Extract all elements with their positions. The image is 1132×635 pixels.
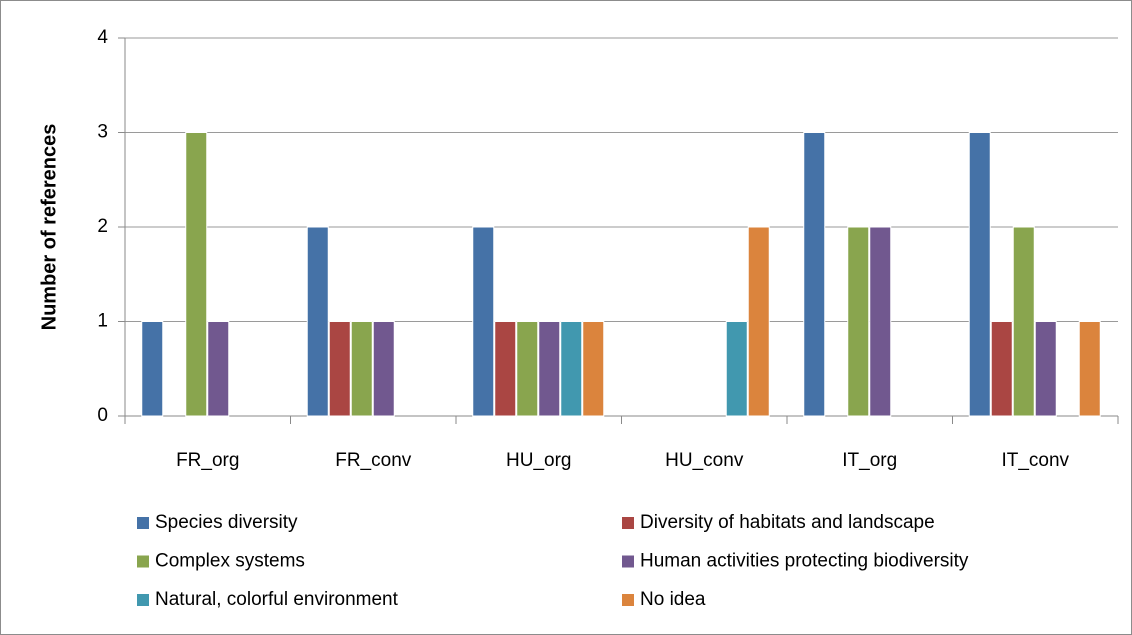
y-tick-label: 4 (97, 27, 108, 48)
bar (372, 321, 395, 417)
bar (1078, 321, 1101, 417)
y-tick-label: 0 (97, 405, 108, 426)
legend-swatch (137, 555, 149, 568)
bar (847, 226, 870, 417)
bar (803, 132, 826, 417)
bar (869, 226, 892, 417)
y-tick-label: 1 (97, 311, 108, 332)
legend-label: Diversity of habitats and landscape (640, 512, 935, 533)
legend-label: Species diversity (155, 512, 298, 533)
bar (141, 321, 164, 417)
bar (306, 226, 329, 417)
bar (494, 321, 517, 417)
x-tick-label: FR_conv (335, 450, 412, 471)
bar (516, 321, 539, 417)
bar (560, 321, 583, 417)
bar (350, 321, 373, 417)
bar (185, 132, 208, 417)
y-tick-label: 3 (97, 122, 108, 143)
bar (472, 226, 495, 417)
y-tick-label: 2 (97, 216, 108, 237)
y-axis-label: Number of references (38, 124, 60, 331)
legend-label: No idea (640, 589, 706, 610)
x-tick-label: HU_conv (665, 450, 744, 471)
legend-swatch (137, 517, 149, 529)
x-tick-label: IT_org (842, 450, 897, 471)
bar (1034, 321, 1057, 417)
bar (990, 321, 1013, 417)
legend-swatch (137, 594, 149, 606)
bar (747, 226, 770, 417)
x-tick-label: FR_org (176, 450, 239, 471)
bar (538, 321, 561, 417)
legend-label: Complex systems (155, 551, 305, 572)
legend-swatch (622, 517, 634, 529)
bar (968, 132, 991, 417)
legend-swatch (622, 594, 634, 606)
x-tick-label: HU_org (506, 450, 571, 471)
bar (725, 321, 748, 417)
legend-label: Human activities protecting biodiversity (640, 551, 969, 572)
legend-swatch (622, 555, 634, 568)
x-tick-label: IT_conv (1001, 450, 1069, 471)
legend-label: Natural, colorful environment (155, 589, 399, 610)
bar (328, 321, 351, 417)
bar (1012, 226, 1035, 417)
bar (582, 321, 605, 417)
bar (207, 321, 230, 417)
